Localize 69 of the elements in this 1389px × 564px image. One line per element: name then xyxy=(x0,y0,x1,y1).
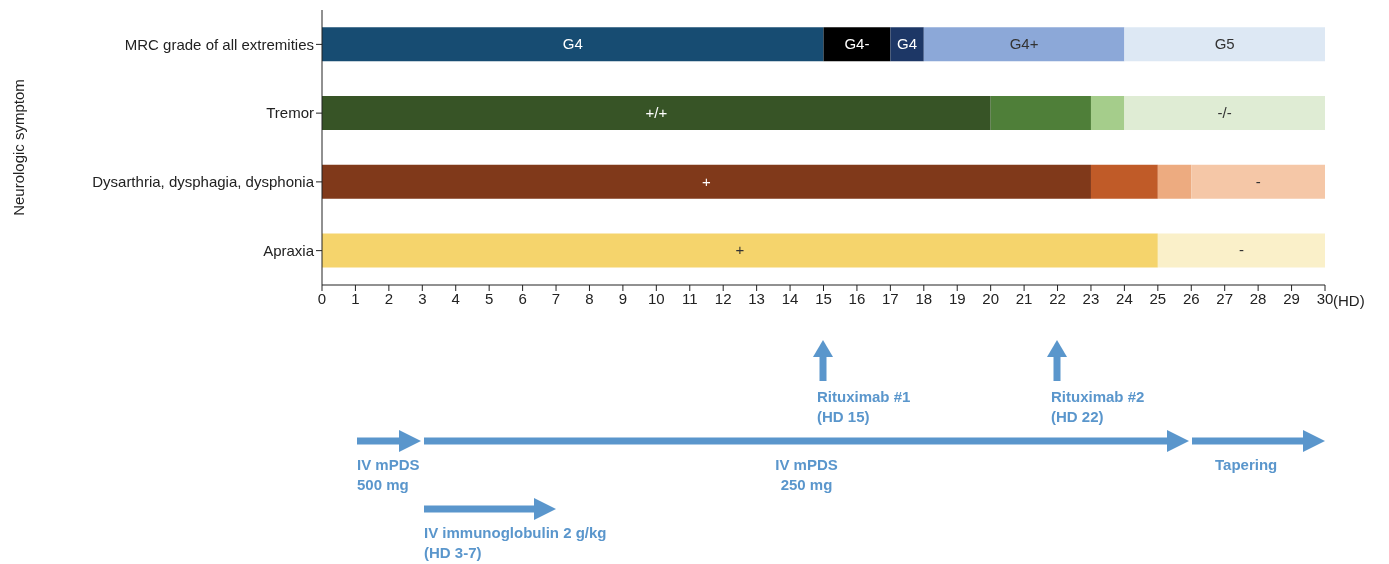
bar xyxy=(1090,164,1158,199)
data-label: G4 xyxy=(897,35,918,53)
data-label: - xyxy=(1255,172,1261,190)
x-tick-label: 14 xyxy=(781,289,799,307)
data-label: G4 xyxy=(562,35,583,53)
data-label: + xyxy=(735,241,745,259)
text: IV mPDS 500 mg xyxy=(357,456,420,493)
x-tick-label: 13 xyxy=(748,289,765,307)
x-tick-label: 21 xyxy=(1015,289,1033,307)
y-tick-label: Dysarthria, dysphagia, dysphonia xyxy=(92,173,315,191)
x-tick-label: 12 xyxy=(714,289,732,307)
text: IV immunoglobulin 2 g/kg (HD 3-7) xyxy=(424,524,607,561)
data-label: G4+ xyxy=(1009,35,1039,53)
x-tick-label: 22 xyxy=(1049,289,1066,307)
x-axis-title: (HD) xyxy=(1333,292,1365,309)
x-tick-label: 11 xyxy=(681,289,698,307)
data-label: -/- xyxy=(1217,103,1232,121)
data-label: + xyxy=(702,172,712,190)
bar xyxy=(322,95,991,130)
bar xyxy=(322,233,1158,268)
data-label: - xyxy=(1238,241,1244,259)
y-tick-label: Apraxia xyxy=(263,241,315,259)
y-tick-label: Tremor xyxy=(266,104,314,122)
bar xyxy=(1191,164,1325,199)
bar xyxy=(990,95,1091,130)
x-tick-label: 28 xyxy=(1249,289,1267,307)
bar xyxy=(890,27,924,62)
x-tick-label: 19 xyxy=(948,289,966,307)
x-tick-label: 8 xyxy=(585,289,594,307)
x-tick-label: 17 xyxy=(882,289,899,307)
y-tick-label: MRC grade of all extremities xyxy=(124,35,314,53)
data-label: +/+ xyxy=(645,103,668,121)
x-tick-label: 25 xyxy=(1149,289,1167,307)
x-tick-label: 24 xyxy=(1116,289,1133,307)
text: Rituximab #2 (HD 22) xyxy=(1051,388,1145,425)
bar xyxy=(322,164,1091,199)
x-tick-label: 4 xyxy=(451,289,460,307)
x-tick-label: 10 xyxy=(647,289,665,307)
bar xyxy=(1124,27,1325,62)
x-tick-label: 1 xyxy=(351,289,360,307)
x-tick-label: 0 xyxy=(317,289,327,307)
x-tick-label: 5 xyxy=(484,289,494,307)
data-label: G4- xyxy=(844,35,870,53)
x-tick-label: 27 xyxy=(1216,289,1234,307)
bar xyxy=(1157,233,1325,268)
text: Tapering xyxy=(1215,456,1278,473)
x-tick-label: 15 xyxy=(815,289,832,307)
text: Rituximab #1 (HD 15) xyxy=(817,388,911,425)
bar xyxy=(1090,95,1125,130)
x-tick-label: 18 xyxy=(915,289,933,307)
x-tick-label: 3 xyxy=(418,289,427,307)
bar xyxy=(1124,95,1325,130)
x-tick-label: 23 xyxy=(1082,289,1100,307)
x-tick-label: 9 xyxy=(618,289,628,307)
data-label: G5 xyxy=(1214,35,1235,53)
x-tick-label: 2 xyxy=(384,289,394,307)
x-tick-label: 7 xyxy=(551,289,561,307)
x-tick-label: 16 xyxy=(848,289,866,307)
x-tick-label: 29 xyxy=(1283,289,1300,307)
bar xyxy=(322,27,824,62)
x-tick-label: 30 xyxy=(1316,289,1334,307)
x-tick-label: 20 xyxy=(982,289,1000,307)
x-tick-label: 6 xyxy=(518,289,527,307)
x-tick-label: 26 xyxy=(1182,289,1200,307)
y-axis-title: Neurologic symptom xyxy=(10,79,27,216)
bar xyxy=(1157,164,1192,199)
bar xyxy=(923,27,1125,62)
text: IV mPDS 250 mg xyxy=(775,456,838,493)
bar xyxy=(823,27,891,62)
